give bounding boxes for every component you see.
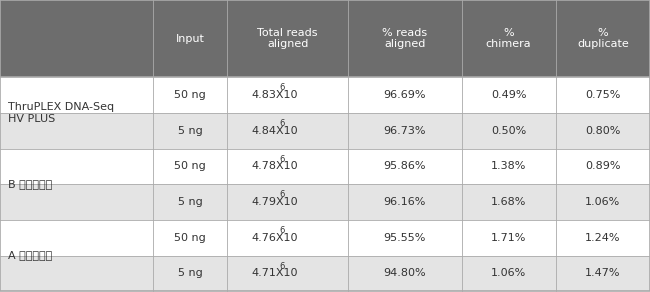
Text: 4.71X10: 4.71X10 [252, 268, 298, 278]
Text: 4.84X10: 4.84X10 [252, 126, 298, 136]
Bar [0, 149, 650, 184]
Bar [0, 256, 650, 291]
Text: 6: 6 [279, 226, 284, 235]
Text: %
duplicate: % duplicate [577, 28, 629, 49]
Text: 4.78X10: 4.78X10 [252, 161, 298, 171]
Bar [0, 220, 650, 256]
Text: 4.83X10: 4.83X10 [252, 90, 298, 100]
Text: 50 ng: 50 ng [174, 161, 206, 171]
Text: 1.38%: 1.38% [491, 161, 526, 171]
Text: ThruPLEX DNA-Seq
HV PLUS: ThruPLEX DNA-Seq HV PLUS [8, 102, 114, 124]
Bar [0, 0, 650, 77]
Text: 6: 6 [279, 155, 284, 164]
Text: Total reads
aligned: Total reads aligned [257, 28, 318, 49]
Text: 1.68%: 1.68% [491, 197, 526, 207]
Text: 1.06%: 1.06% [585, 197, 621, 207]
Text: Input: Input [176, 34, 205, 44]
Text: 0.50%: 0.50% [491, 126, 526, 136]
Bar [0, 184, 650, 220]
Text: % reads
aligned: % reads aligned [382, 28, 427, 49]
Text: 6: 6 [279, 84, 284, 92]
Text: 0.89%: 0.89% [585, 161, 621, 171]
Text: 96.16%: 96.16% [384, 197, 426, 207]
Bar [0, 113, 650, 149]
Text: 1.24%: 1.24% [585, 233, 621, 243]
Text: 6: 6 [279, 119, 284, 128]
Text: 50 ng: 50 ng [174, 90, 206, 100]
Text: 5 ng: 5 ng [177, 197, 203, 207]
Text: 1.71%: 1.71% [491, 233, 526, 243]
Text: 6: 6 [279, 262, 284, 270]
Text: 1.47%: 1.47% [585, 268, 621, 278]
Text: 0.75%: 0.75% [585, 90, 621, 100]
Text: %
chimera: % chimera [486, 28, 532, 49]
Text: 50 ng: 50 ng [174, 233, 206, 243]
Text: 5 ng: 5 ng [177, 268, 203, 278]
Text: A 公司试剂盒: A 公司试剂盒 [8, 251, 52, 260]
Text: 0.80%: 0.80% [585, 126, 621, 136]
Text: 5 ng: 5 ng [177, 126, 203, 136]
Text: 1.06%: 1.06% [491, 268, 526, 278]
Text: 0.49%: 0.49% [491, 90, 526, 100]
Text: 4.76X10: 4.76X10 [252, 233, 298, 243]
Text: 95.86%: 95.86% [384, 161, 426, 171]
Text: 4.79X10: 4.79X10 [252, 197, 298, 207]
Text: B 公司试剂盒: B 公司试剂盒 [8, 179, 52, 189]
Text: 6: 6 [279, 190, 284, 199]
Bar [0, 77, 650, 113]
Text: 95.55%: 95.55% [384, 233, 426, 243]
Text: 96.69%: 96.69% [384, 90, 426, 100]
Text: 96.73%: 96.73% [384, 126, 426, 136]
Text: 94.80%: 94.80% [384, 268, 426, 278]
